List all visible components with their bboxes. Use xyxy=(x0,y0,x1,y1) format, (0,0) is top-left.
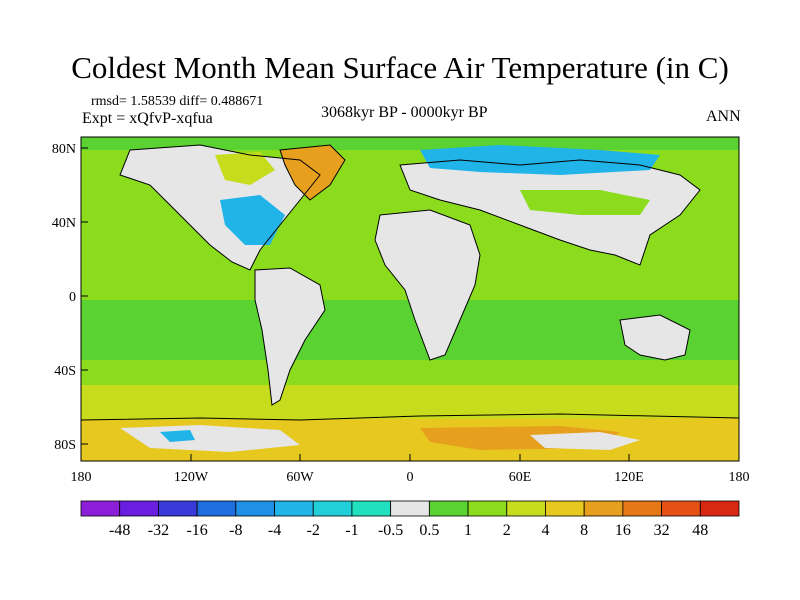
lon-label: 60W xyxy=(286,470,314,485)
colorbar-label: -16 xyxy=(186,522,207,539)
colorbar-swatch xyxy=(312,500,353,517)
colorbar-swatch xyxy=(545,500,585,517)
colorbar-label: 16 xyxy=(615,522,631,539)
colorbar-swatch xyxy=(80,500,121,517)
colorbar-swatch xyxy=(158,500,198,517)
colorbar-label: 48 xyxy=(692,522,708,539)
colorbar-label: 2 xyxy=(503,522,511,539)
lat-label: 40N xyxy=(52,216,76,231)
colorbar-label: 32 xyxy=(654,522,670,539)
colorbar-label: 0.5 xyxy=(419,522,439,539)
experiment-label: Expt = xQfvP-xqfua xyxy=(82,110,213,127)
colorbar-label: 4 xyxy=(541,522,549,539)
period-label: 3068kyr BP - 0000kyr BP xyxy=(321,104,488,121)
colorbar-label: -1 xyxy=(345,522,358,539)
lat-label: 80S xyxy=(54,438,76,453)
lat-label: 0 xyxy=(69,290,76,305)
lon-label: 180 xyxy=(729,470,750,485)
map-title: Coldest Month Mean Surface Air Temperatu… xyxy=(71,50,729,85)
colorbar-label: -32 xyxy=(148,522,169,539)
season-label: ANN xyxy=(706,108,741,125)
lon-label: 0 xyxy=(407,470,414,485)
axis-ticks xyxy=(80,147,740,461)
colorbar-swatch xyxy=(235,500,275,517)
stats-text: rmsd= 1.58539 diff= 0.488671 xyxy=(91,94,264,109)
colorbar-swatch xyxy=(699,500,740,517)
colorbar-swatch xyxy=(622,500,662,517)
colorbar xyxy=(80,500,740,517)
colorbar-label: -4 xyxy=(268,522,281,539)
lon-label: 60E xyxy=(509,470,532,485)
colorbar-label: -0.5 xyxy=(378,522,403,539)
colorbar-swatch xyxy=(351,500,392,517)
lon-label: 120E xyxy=(614,470,644,485)
colorbar-swatch xyxy=(661,500,701,517)
lat-label: 40S xyxy=(54,364,76,379)
colorbar-swatch xyxy=(274,500,314,517)
colorbar-swatch xyxy=(428,500,469,517)
colorbar-swatch xyxy=(390,500,430,517)
lat-label: 80N xyxy=(52,142,76,157)
colorbar-swatch xyxy=(583,500,624,517)
map-field xyxy=(81,137,739,461)
colorbar-label: -8 xyxy=(229,522,242,539)
lon-label: 180 xyxy=(71,470,92,485)
colorbar-label: 8 xyxy=(580,522,588,539)
colorbar-swatch xyxy=(119,500,159,517)
colorbar-label: -48 xyxy=(109,522,130,539)
colorbar-swatch xyxy=(467,500,508,517)
colorbar-swatch xyxy=(196,500,237,517)
colorbar-swatch xyxy=(506,500,546,517)
colorbar-label: -2 xyxy=(307,522,320,539)
lon-label: 120W xyxy=(174,470,209,485)
colorbar-label: 1 xyxy=(464,522,472,539)
colorbar-labels: -48 -32 -16 -8 -4 -2 -1 -0.5 0.5 1 2 4 8 16 32 48 xyxy=(109,522,708,539)
